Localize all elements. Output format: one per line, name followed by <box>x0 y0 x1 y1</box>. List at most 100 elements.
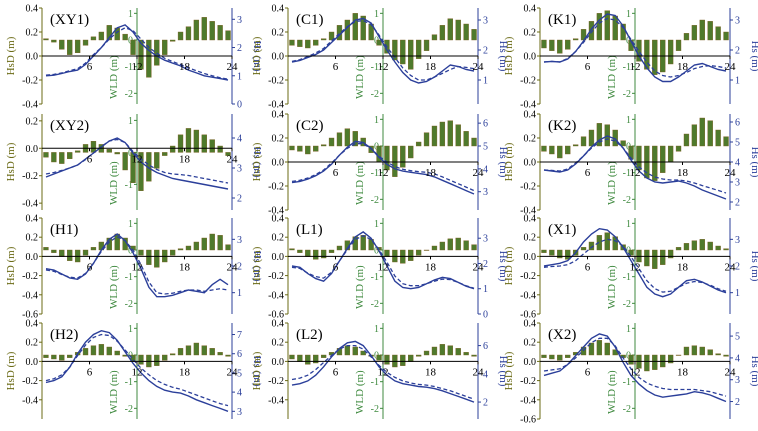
wld-bar <box>90 345 97 356</box>
hsd-tick-label: 0.2 <box>26 116 39 127</box>
hsd-tick-label: -0.2 <box>22 271 38 282</box>
wld-bar <box>90 36 97 41</box>
hsd-tick-label: -0.4 <box>520 290 536 301</box>
wld-bar <box>683 33 690 41</box>
wld-bar <box>43 38 49 41</box>
hour-tick-label: 18 <box>677 61 689 73</box>
hsd-tick-label: 0.2 <box>26 233 39 244</box>
wld-bar <box>59 249 65 257</box>
hsd-tick-label: -0.2 <box>22 171 38 182</box>
hs-tick-label: 2 <box>237 43 242 54</box>
hsd-tick-label: 0.2 <box>26 28 39 39</box>
hsd-axis-label: HsD (m) <box>251 36 263 75</box>
wld-bar <box>177 348 184 356</box>
hsd-tick-label: -0.2 <box>520 376 536 387</box>
hs-tick-label: 1 <box>237 71 242 82</box>
hour-tick-label: 6 <box>585 61 591 73</box>
hsd-tick-label: 0.4 <box>524 319 537 330</box>
hs-dashed-line <box>291 143 475 192</box>
hsd-tick-label: 0.4 <box>272 110 285 121</box>
hour-tick-label: 24 <box>473 167 485 179</box>
wld-bar <box>549 249 555 256</box>
wld-tick-label: -2 <box>623 195 631 206</box>
hsd-tick-label: 0.0 <box>272 158 285 169</box>
wld-bar <box>43 247 49 251</box>
wld-bar <box>549 145 555 155</box>
wld-bar <box>471 354 477 357</box>
hs-solid-line <box>543 135 727 200</box>
hour-tick-label: 24 <box>227 61 239 73</box>
wld-tick-label: -1 <box>623 272 631 283</box>
wld-bar <box>59 39 65 50</box>
hs-tick-label: 4 <box>483 164 488 175</box>
hour-tick-label: 12 <box>132 61 143 73</box>
hs-tick-label: 4 <box>237 388 242 399</box>
wld-bar <box>225 244 231 251</box>
wld-bar <box>557 145 563 159</box>
hsd-tick-label: 0.0 <box>272 357 285 368</box>
wld-bar <box>59 354 65 361</box>
wld-bar <box>572 144 579 147</box>
hsd-axis-label: HsD (m) <box>251 351 263 390</box>
hsd-tick-label: -0.4 <box>22 290 38 301</box>
wld-bar <box>320 354 327 358</box>
wld-bar <box>162 39 168 55</box>
hour-tick-label: 18 <box>425 366 437 378</box>
wld-bar <box>67 39 73 55</box>
hsd-tick-label: 0.2 <box>524 134 537 145</box>
wld-bar <box>557 354 563 361</box>
hour-tick-label: 6 <box>333 261 339 273</box>
hs-tick-label: 5 <box>735 332 740 343</box>
wld-bar <box>328 31 335 41</box>
wld-bar <box>431 346 438 356</box>
wld-tick-label: 1 <box>374 219 379 230</box>
wld-bar <box>146 39 152 78</box>
wld-bar <box>74 39 81 54</box>
hsd-tick-label: 0.2 <box>272 233 285 244</box>
wld-bar <box>596 235 603 251</box>
hs-tick-label: 5 <box>735 138 740 149</box>
hour-tick-label: 24 <box>227 366 239 378</box>
hour-tick-label: 12 <box>378 366 389 378</box>
hour-tick-label: 6 <box>585 167 591 179</box>
wld-bar <box>667 145 674 163</box>
hs-tick-label: 3 <box>237 235 242 246</box>
wld-bar <box>715 129 721 147</box>
hsd-tick-label: -0.2 <box>268 76 284 87</box>
wld-bar <box>384 249 390 257</box>
wld-bar <box>384 354 390 365</box>
wld-bar <box>193 241 200 251</box>
wld-bar <box>439 25 446 41</box>
wld-bar <box>336 245 343 251</box>
hour-tick-label: 6 <box>87 366 93 378</box>
wld-bar <box>305 249 311 257</box>
hs-tick-label: 6 <box>483 341 488 352</box>
wld-bar <box>193 129 200 153</box>
wld-bar <box>217 352 223 356</box>
wld-axis-label: WLD (m) <box>606 55 618 99</box>
hs-solid-line <box>543 333 727 403</box>
hs-tick-label: 3 <box>483 16 488 27</box>
wld-tick-label: 0 <box>128 246 133 257</box>
hs-solid-line <box>45 137 229 190</box>
hs-tick-label: 3 <box>237 15 242 26</box>
hsd-tick-label: 0.0 <box>272 252 285 263</box>
hsd-tick-label: -0.2 <box>268 271 284 282</box>
hour-tick-label: 18 <box>425 61 437 73</box>
wld-tick-label: -1 <box>623 168 631 179</box>
wld-bar <box>138 249 144 256</box>
hsd-tick-label: 0.0 <box>524 158 537 169</box>
wld-bar <box>471 29 477 41</box>
hour-tick-label: 12 <box>378 61 389 73</box>
hs-tick-label: 6 <box>735 118 740 129</box>
hsd-axis-label: HsD (m) <box>503 351 515 390</box>
wld-bar <box>51 249 57 253</box>
hour-tick-label: 18 <box>677 366 689 378</box>
wld-bar <box>185 345 192 356</box>
wld-bar <box>415 141 422 147</box>
hour-tick-label: 24 <box>725 61 737 73</box>
wld-axis-label: WLD (m) <box>108 55 120 99</box>
wld-bar <box>588 129 595 147</box>
wld-axis-label: WLD (m) <box>108 370 120 414</box>
hs-tick-label: 3 <box>483 187 488 198</box>
